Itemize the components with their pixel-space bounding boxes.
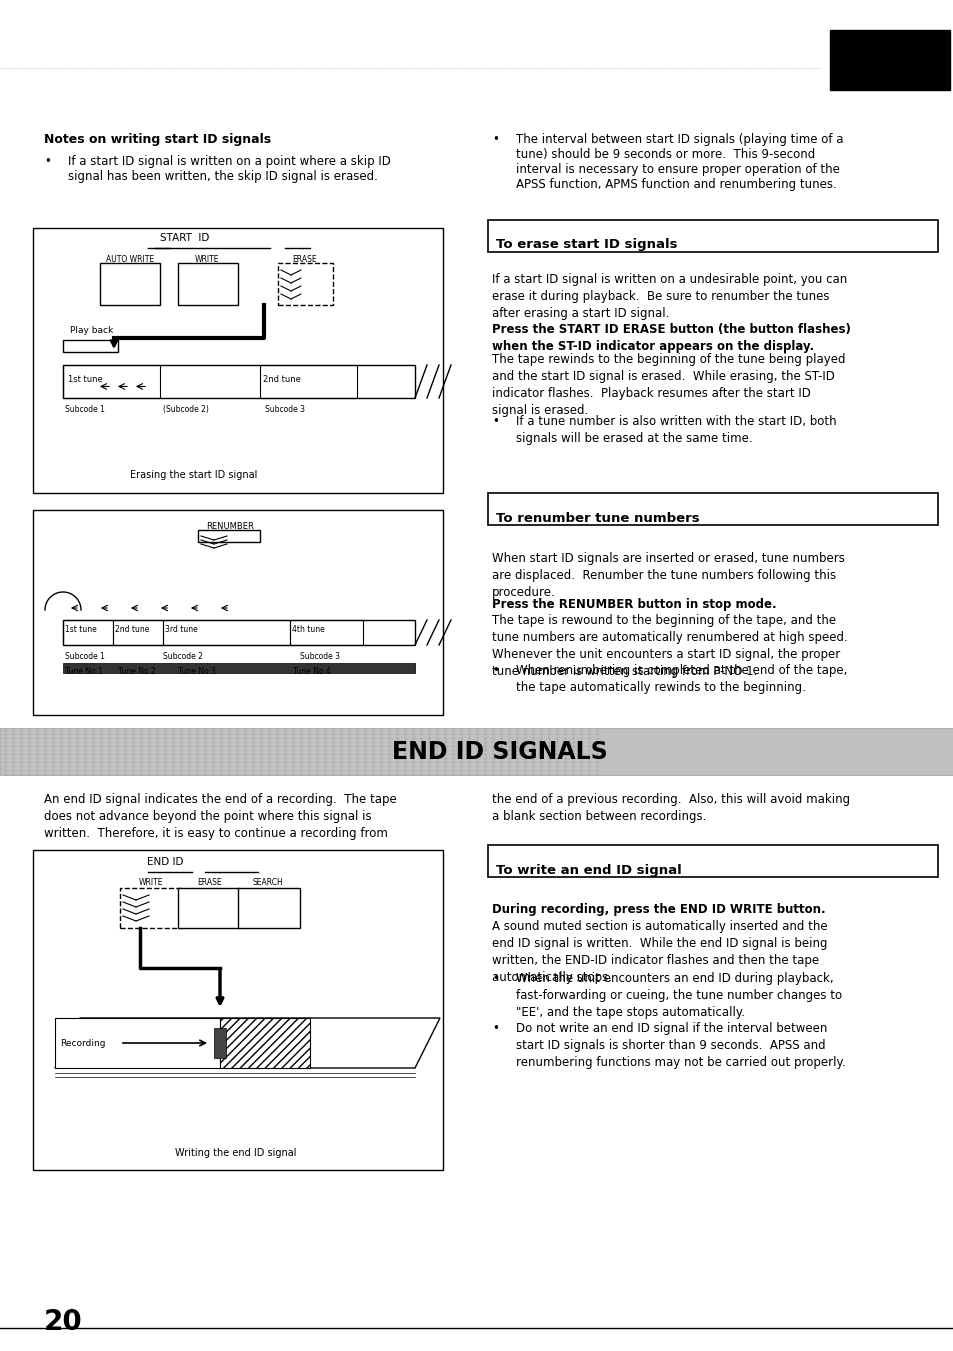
Text: START  ID: START ID (160, 232, 210, 243)
Text: An end ID signal indicates the end of a recording.  The tape
does not advance be: An end ID signal indicates the end of a … (44, 793, 396, 840)
Bar (112, 620, 163, 644)
Text: If a start ID signal is written on a point where a skip ID
signal has been writt: If a start ID signal is written on a poi… (68, 155, 391, 182)
Text: 3rd tune: 3rd tune (165, 626, 197, 634)
Text: The tape rewinds to the beginning of the tune being played
and the start ID sign: The tape rewinds to the beginning of the… (492, 353, 844, 417)
Text: END ID SIGNALS: END ID SIGNALS (392, 739, 607, 763)
Text: Subcode 1: Subcode 1 (65, 405, 105, 413)
Text: •: • (492, 971, 498, 985)
Text: Subcode 3: Subcode 3 (299, 653, 339, 661)
Bar (829, 30, 949, 91)
Text: The interval between start ID signals (playing time of a
tune) should be 9 secon: The interval between start ID signals (p… (516, 132, 842, 190)
Text: To renumber tune numbers: To renumber tune numbers (496, 512, 699, 526)
Text: (Subcode 2): (Subcode 2) (163, 405, 209, 413)
Bar (63, 620, 415, 644)
Bar (100, 263, 160, 305)
Bar (260, 365, 356, 399)
Text: 2nd tune: 2nd tune (115, 626, 150, 634)
Text: Recording: Recording (60, 1039, 106, 1047)
Bar (63, 365, 415, 399)
Bar (33, 509, 442, 715)
Bar (33, 228, 442, 493)
Text: •: • (492, 663, 498, 677)
Text: Subcode 1: Subcode 1 (65, 653, 105, 661)
Text: END ID: END ID (147, 857, 183, 867)
Text: Subcode 3: Subcode 3 (265, 405, 305, 413)
Bar (277, 263, 333, 305)
Text: Do not write an end ID signal if the interval between
start ID signals is shorte: Do not write an end ID signal if the int… (516, 1021, 844, 1069)
Text: Tune No.4: Tune No.4 (293, 667, 331, 676)
Text: 20: 20 (44, 1308, 83, 1336)
Text: Erasing the start ID signal: Erasing the start ID signal (130, 470, 257, 480)
Text: Subcode 2: Subcode 2 (163, 653, 203, 661)
Text: •: • (492, 132, 498, 146)
Bar (488, 493, 937, 526)
Text: During recording, press the END ID WRITE button.: During recording, press the END ID WRITE… (492, 902, 824, 916)
Text: •: • (492, 415, 498, 428)
Text: If a tune number is also written with the start ID, both
signals will be erased : If a tune number is also written with th… (516, 415, 836, 444)
Bar (0, 728, 953, 775)
Text: Tune No.3: Tune No.3 (178, 667, 215, 676)
Bar (290, 620, 363, 644)
Text: •: • (44, 155, 51, 168)
Text: When start ID signals are inserted or erased, tune numbers
are displaced.  Renum: When start ID signals are inserted or er… (492, 553, 844, 598)
Bar (178, 888, 240, 928)
Text: AUTO WRITE: AUTO WRITE (106, 255, 153, 263)
Bar (178, 263, 237, 305)
Text: Tune No.2: Tune No.2 (118, 667, 155, 676)
Bar (213, 1028, 226, 1058)
Text: When renumbering is completed at the end of the tape,
the tape automatically rew: When renumbering is completed at the end… (516, 663, 846, 694)
Text: To write an end ID signal: To write an end ID signal (496, 865, 681, 877)
Text: 4th tune: 4th tune (292, 626, 324, 634)
Text: the end of a previous recording.  Also, this will avoid making
a blank section b: the end of a previous recording. Also, t… (492, 793, 849, 823)
Polygon shape (55, 1019, 439, 1069)
Text: ERASE: ERASE (197, 878, 222, 888)
Bar (237, 888, 299, 928)
Bar (55, 1019, 220, 1069)
Text: ERASE: ERASE (293, 255, 317, 263)
Bar (198, 530, 260, 542)
Bar (220, 1019, 310, 1069)
Bar (163, 620, 290, 644)
Text: RENUMBER: RENUMBER (206, 521, 253, 531)
Text: Writing the end ID signal: Writing the end ID signal (174, 1148, 296, 1158)
Text: •: • (492, 1021, 498, 1035)
Text: Tune No.1: Tune No.1 (65, 667, 103, 676)
Bar (63, 340, 118, 353)
Text: The tape is rewound to the beginning of the tape, and the
tune numbers are autom: The tape is rewound to the beginning of … (492, 613, 847, 678)
Text: WRITE: WRITE (138, 878, 163, 888)
Text: SEARCH: SEARCH (253, 878, 283, 888)
Text: WRITE: WRITE (194, 255, 219, 263)
Bar (63, 663, 415, 673)
Text: 1st tune: 1st tune (65, 626, 96, 634)
Text: To erase start ID signals: To erase start ID signals (496, 238, 677, 251)
Text: When the unit encounters an end ID during playback,
fast-forwarding or cueing, t: When the unit encounters an end ID durin… (516, 971, 841, 1019)
Text: Play back: Play back (70, 326, 113, 335)
Text: 1st tune: 1st tune (68, 374, 103, 384)
Bar (63, 365, 160, 399)
Text: Notes on writing start ID signals: Notes on writing start ID signals (44, 132, 271, 146)
Bar (63, 620, 112, 644)
Text: If a start ID signal is written on a undesirable point, you can
erase it during : If a start ID signal is written on a und… (492, 273, 846, 320)
Bar (488, 844, 937, 877)
Bar (488, 220, 937, 253)
Text: 2nd tune: 2nd tune (263, 374, 300, 384)
Text: Press the RENUMBER button in stop mode.: Press the RENUMBER button in stop mode. (492, 598, 776, 611)
Text: Press the START ID ERASE button (the button flashes)
when the ST-ID indicator ap: Press the START ID ERASE button (the but… (492, 323, 850, 353)
Text: A sound muted section is automatically inserted and the
end ID signal is written: A sound muted section is automatically i… (492, 920, 827, 984)
Bar (33, 850, 442, 1170)
Bar (120, 888, 182, 928)
